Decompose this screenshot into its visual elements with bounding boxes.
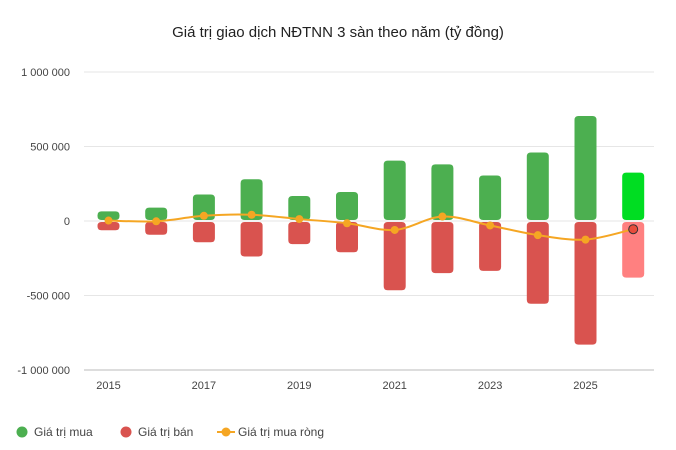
net-point — [390, 225, 399, 234]
legend-label: Giá trị mua — [34, 425, 93, 439]
grid — [84, 71, 654, 371]
buy-bar — [431, 164, 454, 220]
buy-bar — [383, 160, 406, 220]
legend-label: Giá trị bán — [138, 425, 193, 439]
buy-bar — [192, 194, 215, 220]
buy-bar — [97, 211, 120, 220]
legend-label: Giá trị mua ròng — [238, 425, 324, 439]
buy-bar — [574, 115, 597, 220]
net-point — [581, 235, 590, 244]
net-point — [104, 216, 113, 225]
legend-item[interactable]: Giá trị mua ròng — [217, 425, 324, 439]
x-tick-label: 2017 — [192, 380, 216, 392]
sell-bar — [574, 222, 597, 345]
y-tick-label: -500 000 — [27, 291, 70, 303]
legend-marker — [221, 427, 231, 437]
buy-bar — [145, 207, 168, 220]
legend-item[interactable]: Giá trị mua — [16, 425, 94, 439]
buy-bar — [622, 172, 645, 220]
sell-bar — [145, 222, 168, 235]
x-tick-label: 2015 — [96, 380, 120, 392]
x-tick-label: 2021 — [382, 380, 406, 392]
x-tick-label: 2019 — [287, 380, 311, 392]
sell-bar — [383, 222, 406, 291]
y-tick-label: 0 — [64, 216, 70, 228]
net-point — [438, 212, 447, 221]
net-point — [343, 219, 351, 228]
y-tick-label: 1 000 000 — [21, 67, 70, 79]
sell-bar — [479, 222, 502, 271]
sell-bar — [192, 222, 215, 243]
bars — [97, 115, 645, 345]
sell-bar — [431, 222, 454, 274]
x-tick-label: 2023 — [478, 380, 502, 392]
net-point — [486, 221, 495, 230]
legend-marker — [120, 426, 132, 438]
net-point — [152, 217, 161, 226]
chart-title: Giá trị giao dịch NĐTNN 3 sàn theo năm (… — [172, 24, 504, 41]
net-point — [533, 231, 542, 240]
sell-bar — [97, 222, 120, 231]
net-line-path — [108, 213, 634, 241]
sell-bar — [240, 222, 263, 257]
buy-bar — [526, 152, 549, 220]
sell-bar — [336, 222, 358, 253]
buy-bar — [479, 175, 502, 220]
y-tick-label: -1 000 000 — [17, 365, 70, 377]
net-point — [295, 215, 304, 224]
net-point — [247, 210, 256, 219]
buy-bar — [288, 195, 311, 220]
sell-bar — [622, 222, 645, 278]
y-tick-label: 500 000 — [30, 142, 70, 154]
legend-marker — [16, 426, 28, 438]
buy-bar — [336, 191, 358, 220]
x-tick-label: 2025 — [573, 380, 597, 392]
legend-item[interactable]: Giá trị bán — [120, 425, 194, 439]
sell-bar — [526, 222, 549, 304]
net-point — [199, 211, 208, 220]
x-axis: 2015 2017 2019 2021 2023 2025 — [96, 380, 597, 392]
y-axis: 1 000 000 500 000 0 -500 000 -1 000 000 — [17, 67, 70, 377]
sell-bar — [288, 222, 311, 245]
net-point — [628, 224, 639, 235]
net-line — [104, 210, 639, 244]
legend[interactable]: Giá trị mua Giá trị bán Giá trị mua ròng — [16, 425, 325, 439]
buy-bar — [240, 179, 263, 220]
